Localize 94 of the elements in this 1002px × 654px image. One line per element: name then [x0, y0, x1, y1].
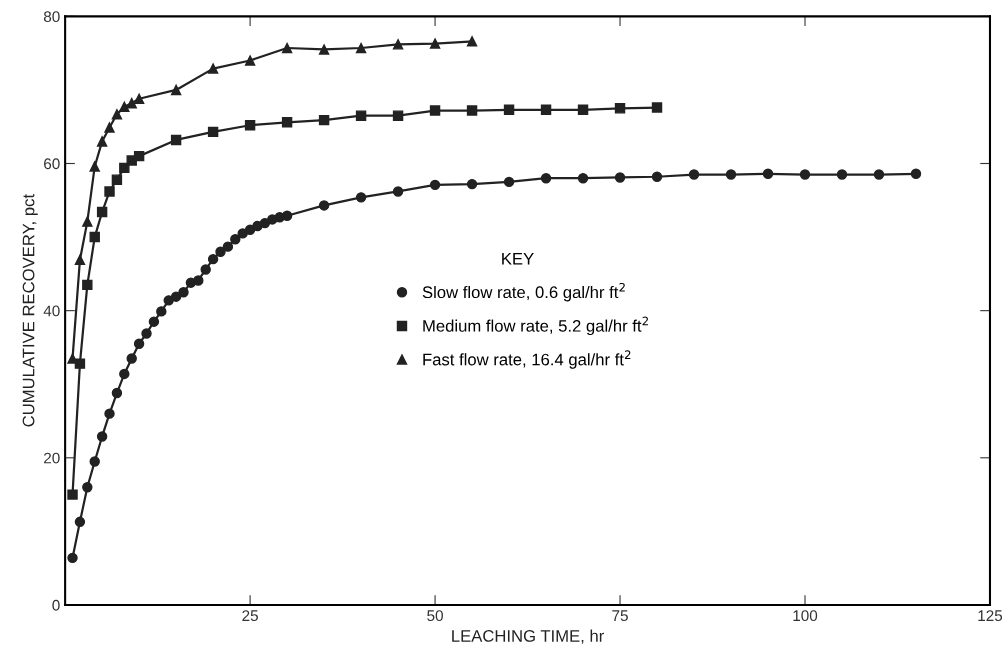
- point: [96, 136, 108, 147]
- point: [244, 55, 256, 66]
- point: [104, 186, 115, 197]
- point: [193, 275, 204, 286]
- point: [577, 173, 589, 184]
- point: [762, 168, 774, 180]
- y-tick-label: 80: [43, 11, 60, 23]
- point: [74, 516, 86, 528]
- point: [577, 104, 589, 115]
- point: [119, 162, 130, 174]
- point: [392, 110, 404, 121]
- point: [207, 126, 219, 138]
- y-tick-label: 40: [43, 305, 60, 317]
- point: [200, 264, 211, 275]
- legend-label: Medium flow rate, 5.2 gal/hr ft$^{2}$: [423, 316, 648, 336]
- point: [133, 93, 145, 104]
- point: [429, 38, 441, 49]
- x-tick-label: 100: [793, 610, 818, 622]
- point: [119, 101, 130, 113]
- point: [429, 179, 441, 191]
- point: [540, 173, 552, 184]
- point: [466, 178, 478, 190]
- point: [355, 192, 367, 203]
- point: [89, 161, 100, 172]
- point: [170, 134, 182, 146]
- point: [148, 316, 160, 327]
- point: [466, 36, 478, 47]
- y-axis-title: CUMULATIVE RECOVERY, pct: [22, 194, 38, 427]
- legend-label: Slow flow rate, 0.6 gal/hr ft$^{2}$: [422, 282, 625, 302]
- point: [111, 387, 123, 399]
- point: [614, 103, 626, 114]
- point: [318, 200, 330, 211]
- point: [96, 431, 108, 442]
- x-axis-title: LEACHING TIME, hr: [452, 629, 604, 644]
- point: [281, 42, 293, 54]
- x-tick-label: 25: [242, 610, 258, 622]
- point: [67, 489, 78, 500]
- point: [222, 241, 234, 252]
- legend-title: KEY: [502, 252, 534, 265]
- y-tick-label: 20: [44, 452, 60, 464]
- point: [318, 44, 330, 55]
- point: [111, 174, 123, 185]
- legend-label: Fast flow rate, 16.4 gal/hr ft$^{2}$: [423, 350, 631, 369]
- point: [104, 408, 115, 419]
- point: [725, 169, 737, 180]
- point: [230, 234, 241, 245]
- point: [651, 102, 663, 113]
- point: [82, 482, 93, 493]
- point: [466, 105, 478, 116]
- x-tick-label: 125: [978, 610, 1002, 622]
- y-tick-label: 0: [52, 599, 60, 611]
- point: [215, 246, 226, 257]
- x-tick-label: 75: [612, 610, 628, 622]
- point: [74, 254, 86, 266]
- point: [910, 168, 922, 180]
- point: [799, 169, 811, 180]
- point: [170, 291, 182, 302]
- point: [207, 63, 219, 74]
- point: [170, 84, 182, 96]
- point: [89, 231, 100, 243]
- point: [111, 108, 123, 120]
- point: [244, 120, 256, 131]
- point: [392, 39, 404, 50]
- point: [355, 42, 367, 54]
- point: [429, 105, 441, 116]
- point: [133, 150, 145, 162]
- point: [281, 210, 293, 221]
- x-tick-label: 50: [427, 610, 443, 622]
- point: [355, 110, 367, 121]
- point: [392, 186, 404, 197]
- point: [141, 328, 152, 339]
- point: [614, 172, 626, 183]
- point: [82, 216, 93, 227]
- point: [873, 169, 885, 180]
- point: [503, 104, 515, 115]
- point: [318, 114, 330, 126]
- point: [836, 169, 848, 180]
- point: [688, 169, 700, 180]
- point: [503, 176, 515, 188]
- point: [281, 117, 293, 128]
- point: [126, 353, 137, 364]
- point: [651, 171, 663, 182]
- point: [133, 338, 145, 349]
- point: [104, 122, 115, 133]
- point: [96, 206, 108, 218]
- point: [540, 104, 552, 115]
- point: [119, 368, 130, 380]
- point: [89, 456, 100, 467]
- point: [207, 253, 219, 265]
- point: [156, 306, 167, 317]
- point: [82, 279, 93, 291]
- y-tick-label: 60: [44, 158, 60, 170]
- point: [67, 552, 78, 564]
- point: [178, 287, 189, 298]
